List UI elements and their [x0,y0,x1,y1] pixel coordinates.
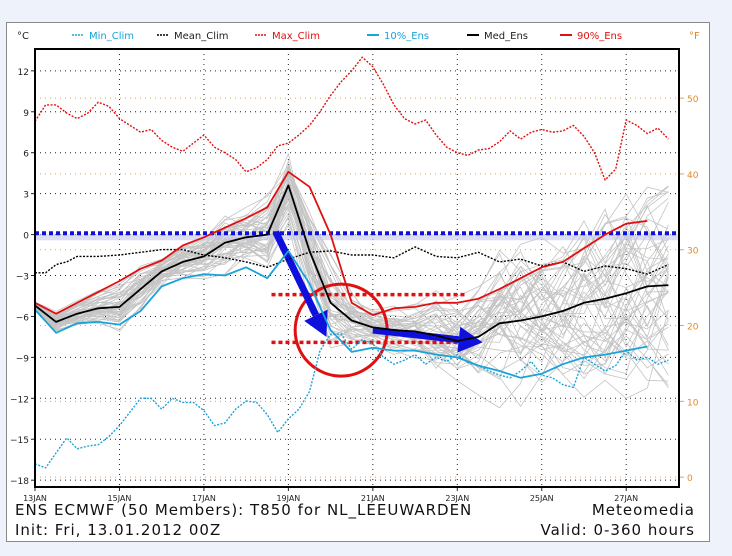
right-axis-tick-label: 30 [687,247,699,257]
right-axis-tick-label: 20 [687,323,699,333]
x-axis-tick-label: 27JAN [614,494,638,503]
ensemble-member-line [34,164,669,380]
ensemble-member-line [34,180,669,343]
chart-subtitle: Init: Fri, 13.01.2012 00Z [15,521,222,539]
left-axis-tick-label: 9 [23,109,29,119]
x-axis-tick-label: 15JAN [108,494,132,503]
legend-label-min-clim: Min_Clim [89,31,134,42]
x-axis-tick-label: 17JAN [192,494,216,503]
series-line-min-clim [34,333,669,469]
ensemble-member-line [34,198,669,375]
annotation-layer [35,230,679,378]
right-axis-tick-label: 50 [687,95,699,105]
blue-arrow-head [304,309,328,337]
left-axis-tick-label: −15 [10,436,29,446]
left-axis-tick-label: −18 [10,477,29,487]
right-axis-tick-label: 10 [687,398,699,408]
x-axis-tick-label: 25JAN [530,494,554,503]
ensemble-member-line [34,180,669,367]
left-axis-tick-label: 0 [23,232,29,242]
left-axis-tick-label: −6 [16,313,30,323]
legend-label-10-ens: 10%_Ens [384,31,429,42]
left-axis-tick-label: 12 [18,68,29,78]
legend-label-90-ens: 90%_Ens [577,31,622,42]
ensemble-member-line [34,203,669,377]
fahrenheit-unit-label: °F [689,31,700,42]
series-layer [34,56,669,469]
ensemble-member-line [34,166,669,335]
ensemble-member-line [34,178,669,346]
series-line-max-clim [34,56,669,181]
chart-panel: 50 40 30 20 10 0 12 9 6 3 0 −3 −6 −9 −12 −15 −18 13JAN 15J… [6,22,710,542]
right-axis-tick-label: 40 [687,171,699,181]
chart-valid-range: Valid: 0-360 hours [540,521,695,539]
ensemble-member-line [34,178,669,373]
ensemble-members-layer [34,152,669,409]
left-axis-tick-label: −3 [16,273,29,283]
x-axis-tick-label: 21JAN [361,494,385,503]
grid-layer [31,49,684,491]
blue-arrow-shaft [272,230,320,317]
chart-source: Meteomedia [591,501,695,519]
x-axis-tick-label: 13JAN [23,494,47,503]
chart-title: ENS ECMWF (50 Members): T850 for NL_LEEU… [15,501,473,519]
x-axis-tick-label: 19JAN [276,494,300,503]
left-axis-tick-label: 3 [23,191,29,201]
blue-arrow-head [457,326,483,353]
legend-label-mean-clim: Mean_Clim [174,31,229,42]
ensemble-member-line [34,203,669,353]
legend-label-max-clim: Max_Clim [272,31,320,42]
series-line-90-ens [34,170,648,317]
left-axis-tick-label: 6 [23,150,29,160]
ensemble-member-line [34,152,669,375]
right-axis-tick-label: 0 [687,474,693,484]
ensemble-member-line [34,208,669,359]
left-axis-tick-label: −9 [16,354,30,364]
plot-frame [34,48,680,488]
ensemble-member-line [34,194,669,360]
left-axis-tick-label: −12 [10,395,29,405]
ensemble-member-line [34,196,669,370]
celsius-unit-label: °C [17,31,29,42]
series-line-med-ens [34,184,669,342]
ensemble-member-line [34,202,669,369]
legend-label-med-ens: Med_Ens [484,31,528,42]
series-line-10-ens [34,249,648,379]
ensemble-member-line [34,164,669,369]
x-axis-tick-label: 23JAN [445,494,469,503]
